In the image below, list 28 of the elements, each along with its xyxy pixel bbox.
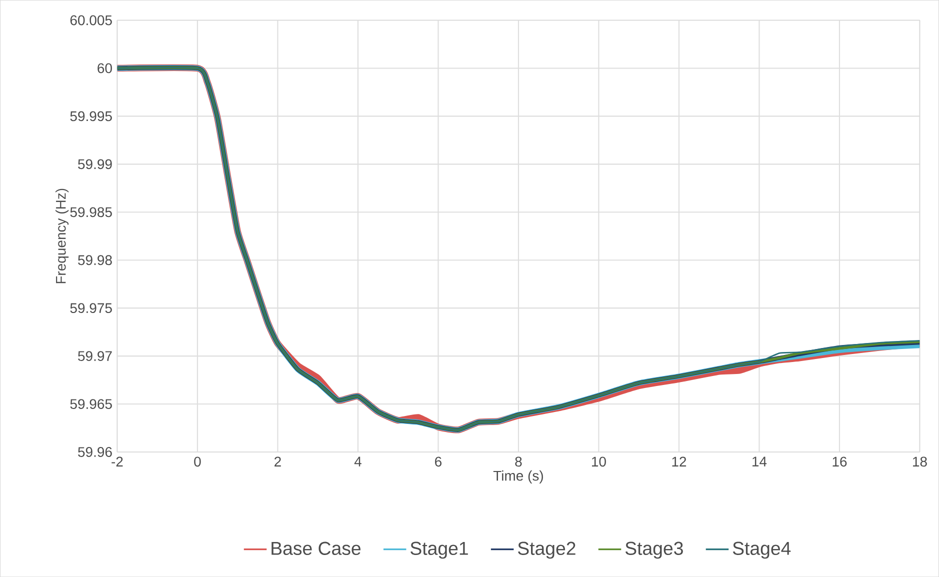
y-tick-label: 59.965 xyxy=(70,398,112,409)
y-axis-title: Frequency (Hz) xyxy=(56,188,69,284)
y-tick-label: 60 xyxy=(98,63,112,74)
y-tick-label: 59.995 xyxy=(70,111,112,122)
legend-label: Stage3 xyxy=(625,542,683,559)
y-tick-label: 59.985 xyxy=(70,207,112,218)
legend-label: Stage2 xyxy=(518,542,576,559)
x-tick-label: 6 xyxy=(435,456,442,467)
y-tick-label: 59.97 xyxy=(78,351,112,361)
y-tick-label: 60.005 xyxy=(70,15,112,26)
x-tick-label: 0 xyxy=(194,456,201,467)
y-tick-label: 59.99 xyxy=(78,159,112,170)
x-tick-label: 14 xyxy=(752,456,767,466)
x-tick-label: 4 xyxy=(354,456,362,466)
x-tick-label: -2 xyxy=(112,456,123,466)
x-tick-label: 12 xyxy=(672,456,686,466)
x-tick-label: 10 xyxy=(592,456,606,467)
x-tick-label: 2 xyxy=(274,456,281,466)
x-tick-label: 8 xyxy=(515,456,522,467)
legend-label: Stage4 xyxy=(732,542,791,559)
y-tick-label: 59.96 xyxy=(78,446,112,457)
x-tick-label: 16 xyxy=(832,456,847,467)
y-tick-label: 59.975 xyxy=(70,303,112,313)
x-axis-title: Time (s) xyxy=(493,470,543,484)
legend-label: Base Case xyxy=(272,542,360,555)
legend-label: Stage1 xyxy=(410,542,468,559)
x-tick-label: 18 xyxy=(913,456,927,467)
y-tick-label: 59.98 xyxy=(78,255,112,265)
